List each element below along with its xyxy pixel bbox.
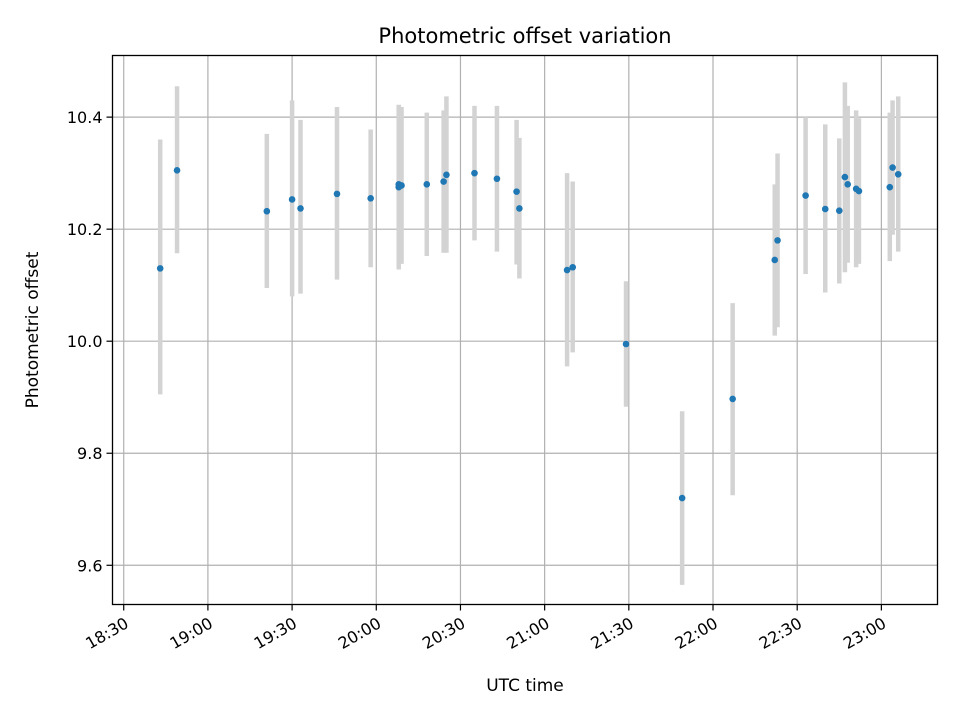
x-tick-label: 21:00 xyxy=(503,614,552,654)
x-tick-label: 18:30 xyxy=(82,614,131,654)
point-layer xyxy=(156,164,902,502)
x-tick-label: 20:30 xyxy=(419,614,468,654)
data-point xyxy=(156,265,164,272)
data-point xyxy=(333,190,341,198)
plot-frame xyxy=(111,54,939,606)
data-point xyxy=(493,175,501,183)
data-point xyxy=(802,192,809,199)
data-point xyxy=(398,182,405,189)
data-point xyxy=(569,263,577,271)
chart-title: Photometric offset variation xyxy=(378,24,671,48)
x-tick-label: 22:00 xyxy=(672,614,721,654)
errorbar-layer xyxy=(157,82,901,585)
data-point xyxy=(622,340,630,348)
y-tick-label: 10.2 xyxy=(67,220,103,239)
y-tick-label: 10.0 xyxy=(67,332,103,351)
data-point xyxy=(894,170,902,178)
x-tick-label: 20:00 xyxy=(335,614,384,654)
data-point xyxy=(516,205,523,212)
data-point xyxy=(513,188,520,195)
y-tick-label: 10.4 xyxy=(67,108,103,127)
data-point xyxy=(821,205,829,213)
data-point xyxy=(886,183,894,191)
data-point xyxy=(678,494,686,502)
data-point xyxy=(297,205,304,212)
data-point xyxy=(440,178,447,185)
data-point xyxy=(423,181,431,188)
x-tick-label: 22:30 xyxy=(756,614,805,654)
data-point xyxy=(263,207,271,215)
data-point xyxy=(774,237,781,244)
data-point xyxy=(841,173,849,181)
x-tick-label: 21:30 xyxy=(587,614,636,654)
data-point xyxy=(844,181,852,188)
data-point xyxy=(889,164,896,171)
data-point xyxy=(367,195,374,202)
y-axis-label: Photometric offset xyxy=(23,251,43,408)
y-tick-label: 9.6 xyxy=(77,556,102,575)
x-tick-label: 23:00 xyxy=(840,614,889,654)
data-point xyxy=(855,187,863,195)
x-tick-label: 19:30 xyxy=(251,614,300,654)
x-axis-label: UTC time xyxy=(486,676,564,696)
data-point xyxy=(443,171,450,179)
tick-layer: 18:30 19:00 19:30 20:00 20:30 21:00 21:30 22:00… xyxy=(67,108,890,653)
data-point xyxy=(729,395,736,403)
data-point xyxy=(173,167,181,174)
data-point xyxy=(771,256,779,264)
data-point xyxy=(563,266,571,274)
data-point xyxy=(288,196,296,203)
data-point xyxy=(835,207,843,214)
data-point xyxy=(471,169,478,177)
x-tick-label: 19:00 xyxy=(166,614,215,654)
grid-layer xyxy=(112,55,938,605)
y-tick-label: 9.8 xyxy=(77,444,102,463)
